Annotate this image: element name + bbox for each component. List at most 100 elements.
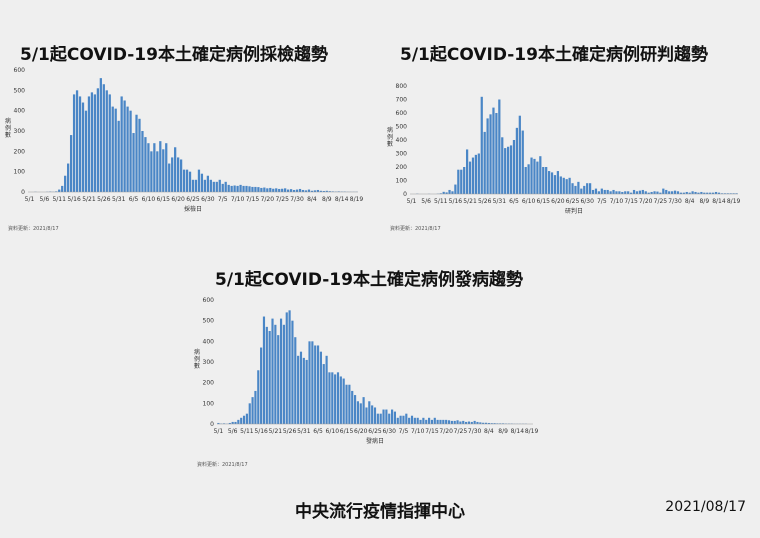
y-tick-label: 600 — [396, 110, 408, 117]
bar — [138, 118, 141, 192]
bar — [55, 191, 58, 192]
y-tick-label: 0 — [403, 191, 407, 198]
x-tick-label: 6/10 — [142, 196, 156, 203]
bar — [565, 179, 568, 194]
bar — [302, 357, 305, 424]
bar — [388, 413, 391, 424]
bar — [735, 193, 738, 194]
bar — [223, 423, 226, 424]
bar — [676, 191, 680, 194]
bar — [405, 413, 408, 424]
bar — [248, 186, 251, 192]
bar — [518, 115, 521, 194]
x-tick-label: 5/21 — [463, 198, 477, 205]
bar — [227, 184, 230, 192]
bar — [586, 183, 589, 194]
bar — [322, 190, 325, 192]
bar — [562, 177, 565, 194]
bar — [482, 422, 485, 424]
bar — [477, 153, 480, 194]
x-tick-label: 5/31 — [297, 428, 311, 435]
x-tick-label: 8/9 — [498, 428, 508, 435]
bar — [165, 143, 168, 192]
y-axis-label: 病例數 — [387, 126, 393, 148]
x-tick-label: 7/20 — [439, 428, 453, 435]
x-tick-label: 8/14 — [712, 198, 726, 205]
bar — [720, 193, 724, 194]
bar — [456, 420, 459, 424]
y-tick-label: 0 — [210, 421, 214, 428]
y-tick-label: 100 — [203, 400, 215, 407]
bar — [665, 189, 668, 194]
bar — [129, 110, 132, 192]
chart-svg: 0 100 200 300 400 500 600 5/1 5/6 5/11 5/16 5/21 5/2… — [194, 297, 539, 468]
bar — [536, 161, 539, 194]
x-tick-label: 6/20 — [354, 428, 368, 435]
bar — [292, 189, 296, 192]
x-tick-label: 7/25 — [654, 198, 668, 205]
y-tick-label: 0 — [21, 189, 25, 196]
bar — [284, 188, 287, 192]
x-tick-label: 7/5 — [218, 196, 228, 203]
x-tick-label: 6/30 — [382, 428, 396, 435]
bar — [490, 423, 493, 424]
x-tick-label: 5/26 — [478, 198, 492, 205]
bar — [371, 405, 374, 424]
bar — [171, 157, 174, 192]
bar — [706, 192, 709, 194]
bar — [574, 185, 577, 194]
bar — [726, 193, 729, 194]
bar — [150, 151, 153, 192]
bar — [673, 190, 677, 195]
bar — [588, 183, 592, 194]
bar — [430, 419, 434, 424]
bar — [462, 420, 465, 424]
bar — [185, 169, 189, 192]
x-tick-label: 7/10 — [231, 196, 245, 203]
bar — [153, 143, 156, 192]
x-tick-label: 6/5 — [313, 428, 323, 435]
bar — [509, 145, 513, 194]
bar — [200, 173, 204, 192]
bar — [257, 187, 260, 192]
x-tick-label: 5/6 — [40, 196, 50, 203]
bar — [408, 417, 411, 424]
bar — [144, 137, 147, 192]
x-tick-label: 6/5 — [129, 196, 139, 203]
bar — [310, 190, 314, 192]
x-tick-label: 6/25 — [186, 196, 200, 203]
bar — [281, 188, 284, 192]
x-tick-label: 6/10 — [522, 198, 536, 205]
bar — [670, 191, 674, 194]
bar — [577, 181, 580, 194]
bar — [275, 188, 278, 192]
bar — [476, 421, 479, 424]
bar — [328, 372, 331, 424]
bar — [295, 189, 299, 192]
bar — [685, 191, 688, 194]
bar — [504, 148, 507, 194]
bar — [209, 179, 212, 192]
bar — [515, 127, 519, 194]
bar — [245, 185, 248, 192]
bar — [96, 88, 99, 192]
x-tick-label: 8/4 — [685, 198, 695, 205]
bar — [233, 185, 236, 192]
bar — [242, 415, 246, 424]
bar — [506, 146, 510, 194]
bar — [545, 167, 548, 194]
bar — [495, 113, 498, 194]
x-tick-label: 6/20 — [551, 198, 565, 205]
bar — [279, 318, 283, 424]
bar — [694, 191, 697, 194]
bar — [294, 337, 297, 424]
bar — [571, 183, 574, 194]
x-tick-label: 7/15 — [425, 428, 439, 435]
bar — [93, 94, 97, 192]
bar — [251, 397, 254, 424]
bar — [448, 189, 451, 194]
bar — [425, 419, 428, 424]
bar — [331, 191, 334, 192]
bar — [659, 192, 662, 194]
x-tick-label: 8/19 — [727, 198, 741, 205]
